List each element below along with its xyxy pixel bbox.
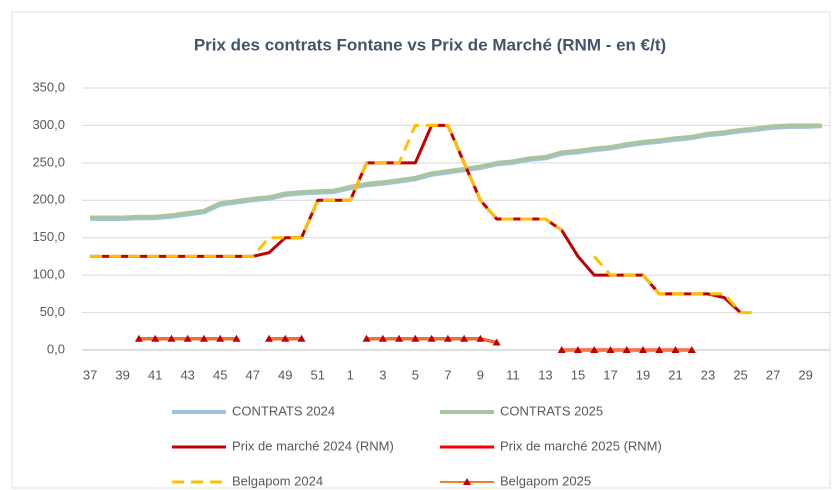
marker [362, 334, 371, 342]
marker [573, 346, 582, 353]
x-tick-label: 9 [477, 367, 484, 382]
marker [265, 334, 273, 342]
x-tick-label: 17 [603, 367, 617, 382]
marker [134, 334, 143, 342]
marker [183, 334, 192, 342]
marker [492, 338, 501, 346]
marker [216, 334, 225, 342]
x-tick-label: 29 [798, 367, 812, 382]
x-tick-label: 49 [278, 367, 292, 382]
x-tick-label: 37 [83, 367, 97, 382]
chart-frame [11, 11, 831, 489]
marker [590, 346, 599, 353]
x-tick-label: 41 [148, 367, 162, 382]
x-tick-label: 3 [379, 367, 386, 382]
legend-label: Belgapom 2024 [232, 473, 323, 488]
y-tick-label: 50,0 [40, 304, 65, 319]
y-tick-label: 100,0 [32, 267, 65, 282]
marker [671, 346, 680, 353]
marker [655, 346, 664, 353]
x-tick-label: 1 [347, 367, 354, 382]
legend-label: Prix de marché 2025 (RNM) [500, 438, 662, 453]
marker [460, 334, 469, 342]
x-tick-label: 47 [246, 367, 260, 382]
marker [378, 334, 387, 342]
marker [232, 334, 241, 342]
marker [622, 346, 631, 353]
x-tick-label: 45 [213, 367, 227, 382]
x-tick-label: 23 [701, 367, 715, 382]
y-tick-label: 200,0 [32, 192, 65, 207]
x-tick-label: 21 [668, 367, 682, 382]
marker [395, 334, 404, 342]
marker [639, 346, 647, 353]
marker [687, 346, 696, 353]
legend-marker [463, 478, 471, 485]
series-line [90, 123, 822, 220]
legend-label: Belgapom 2025 [500, 473, 591, 488]
legend-label: Prix de marché 2024 (RNM) [232, 438, 394, 453]
x-tick-label: 13 [538, 367, 552, 382]
marker [411, 334, 420, 342]
series-line [90, 123, 757, 315]
x-tick-label: 7 [444, 367, 451, 382]
x-tick-label: 43 [180, 367, 194, 382]
x-tick-label: 25 [733, 367, 747, 382]
y-tick-label: 350,0 [32, 79, 65, 94]
legend-label: CONTRATS 2024 [232, 403, 335, 418]
marker [476, 334, 485, 342]
x-tick-label: 27 [766, 367, 780, 382]
marker [281, 334, 290, 342]
marker [151, 334, 160, 342]
x-tick-label: 15 [571, 367, 585, 382]
y-tick-label: 0,0 [47, 341, 65, 356]
x-tick-label: 5 [412, 367, 419, 382]
y-tick-label: 300,0 [32, 117, 65, 132]
marker [297, 334, 306, 342]
marker [427, 334, 436, 342]
x-tick-label: 39 [115, 367, 129, 382]
y-tick-label: 150,0 [32, 229, 65, 244]
marker [167, 334, 176, 342]
x-tick-label: 51 [311, 367, 325, 382]
x-tick-label: 19 [636, 367, 650, 382]
marker [557, 346, 566, 353]
marker [443, 334, 452, 342]
y-tick-label: 250,0 [32, 154, 65, 169]
legend-label: CONTRATS 2025 [500, 403, 603, 418]
chart-title: Prix des contrats Fontane vs Prix de Mar… [194, 35, 666, 54]
x-tick-label: 11 [506, 367, 520, 382]
marker [199, 334, 208, 342]
marker [606, 346, 615, 353]
